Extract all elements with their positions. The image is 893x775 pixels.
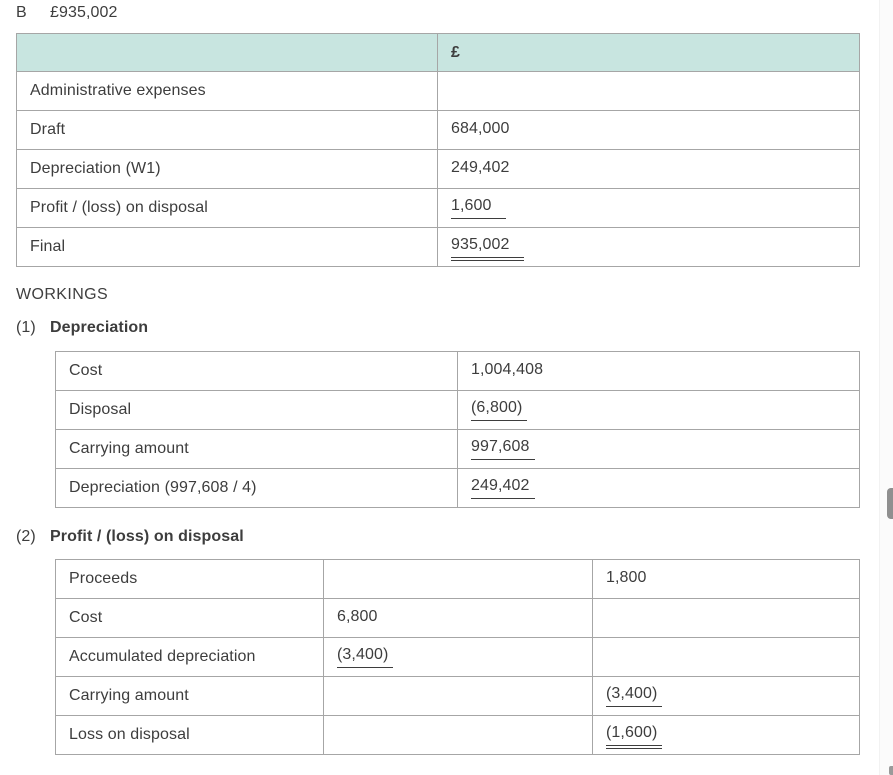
working-2-number: (2) [16,528,36,545]
value-text [337,737,342,739]
scrollbar-thumb[interactable] [887,488,893,519]
row-value-col1: 6,800 [323,598,593,638]
table-row: Disposal (6,800) [55,390,860,430]
row-label: Administrative expenses [16,71,438,111]
table-row: Final 935,002 [16,227,860,267]
row-value [437,71,860,111]
table-row: Administrative expenses [16,71,860,111]
table-row: Carrying amount (3,400) [55,676,860,716]
working-1-heading: (1) Depreciation [16,319,148,337]
value-text: 1,004,408 [471,360,544,378]
working-1-title: Depreciation [50,319,149,336]
table-row: Depreciation (W1) 249,402 [16,149,860,189]
working-2-title: Profit / (loss) on disposal [50,528,244,545]
row-label: Cost [55,351,458,391]
row-label: Final [16,227,438,267]
row-value: 684,000 [437,110,860,150]
row-value: 1,600 [437,188,860,228]
answer-value: £935,002 [50,4,118,21]
working-1-number: (1) [16,319,36,336]
value-text: (3,400) [337,646,394,668]
row-label: Draft [16,110,438,150]
value-text: (1,600) [606,724,663,750]
table-row: Profit / (loss) on disposal 1,600 [16,188,860,228]
table-row: Loss on disposal (1,600) [55,715,860,755]
summary-header-currency: £ [437,33,860,72]
answer-line: B £935,002 [16,4,118,22]
row-value-col1 [323,715,593,755]
row-value: 249,402 [457,468,860,508]
value-text: 684,000 [451,119,510,137]
value-text: 997,608 [471,438,535,460]
summary-header-row: £ [16,33,860,72]
row-value-col2: (3,400) [592,676,860,716]
value-text: 1,800 [606,568,647,586]
value-text [606,620,611,622]
row-label: Loss on disposal [55,715,324,755]
row-label: Depreciation (W1) [16,149,438,189]
row-label: Accumulated depreciation [55,637,324,677]
row-value-col1 [323,676,593,716]
workings-heading: WORKINGS [16,286,109,303]
table-row: Cost 1,004,408 [55,351,860,391]
row-value-col1: (3,400) [323,637,593,677]
value-text [606,659,611,661]
row-value: 1,004,408 [457,351,860,391]
value-text: 6,800 [337,607,378,625]
value-text: (3,400) [606,685,663,707]
value-text: 249,402 [471,477,535,499]
row-label: Cost [55,598,324,638]
table-row: Proceeds 1,800 [55,559,860,599]
row-value-col2: (1,600) [592,715,860,755]
value-text: 935,002 [451,236,524,262]
row-value: 997,608 [457,429,860,469]
answer-letter: B [16,4,27,21]
working-2-heading: (2) Profit / (loss) on disposal [16,528,244,546]
table-row: Carrying amount 997,608 [55,429,860,469]
value-text: (6,800) [471,399,528,421]
row-label: Carrying amount [55,429,458,469]
row-label: Profit / (loss) on disposal [16,188,438,228]
row-label: Disposal [55,390,458,430]
row-label: Proceeds [55,559,324,599]
working-1-table: Cost 1,004,408 Disposal (6,800) Carrying… [55,351,860,508]
summary-header-empty [16,33,438,72]
value-text [337,581,342,583]
value-text [337,698,342,700]
row-value-col1 [323,559,593,599]
table-row: Draft 684,000 [16,110,860,150]
row-value: (6,800) [457,390,860,430]
clipped-element-fragment [889,766,893,775]
working-2-table: Proceeds 1,800 Cost 6,800 Accumulated de… [55,559,860,755]
row-value-col2: 1,800 [592,559,860,599]
value-text: 249,402 [451,158,510,176]
row-value-col2 [592,598,860,638]
row-value-col2 [592,637,860,677]
table-row: Cost 6,800 [55,598,860,638]
row-value: 935,002 [437,227,860,267]
value-text [451,93,465,95]
summary-table: £ Administrative expenses Draft 684,000 … [16,33,860,267]
row-label: Carrying amount [55,676,324,716]
table-row: Depreciation (997,608 / 4) 249,402 [55,468,860,508]
table-row: Accumulated depreciation (3,400) [55,637,860,677]
row-label: Depreciation (997,608 / 4) [55,468,458,508]
scrollbar-track[interactable] [879,0,893,775]
value-text: 1,600 [451,197,506,219]
row-value: 249,402 [437,149,860,189]
